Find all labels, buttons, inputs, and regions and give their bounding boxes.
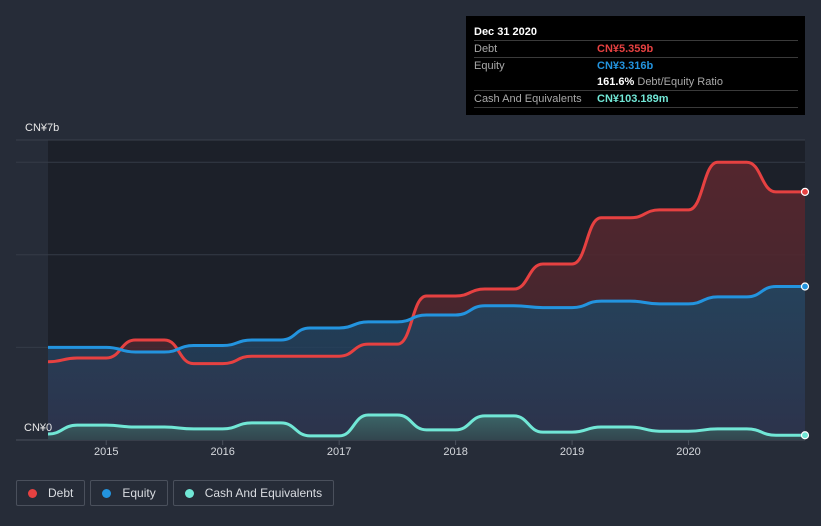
debt-end-marker [800,187,810,196]
tooltip-row-equity: Equity CN¥3.316b [474,58,798,74]
cash-area [48,414,805,440]
legend-label: Equity [122,486,156,500]
tooltip-ratio-label: Debt/Equity Ratio [637,76,723,88]
legend-item-equity[interactable]: Equity [90,480,168,506]
tooltip-value-debt: CN¥5.359b [597,43,654,55]
x-tick-label: 2018 [443,446,468,458]
legend-item-cash[interactable]: Cash And Equivalents [172,480,335,506]
y-axis-top-label: CN¥7b [25,122,60,134]
tooltip: Dec 31 2020 Debt CN¥5.359b Equity CN¥3.3… [466,16,805,115]
tooltip-label: Debt [474,43,498,55]
cash-line [47,413,806,438]
debt-dot-icon [28,488,37,498]
legend-label: Debt [48,486,74,500]
tooltip-label [474,74,597,90]
legend-item-debt[interactable]: Debt [16,480,86,506]
tooltip-label: Equity [474,60,505,72]
legend-label: Cash And Equivalents [204,486,323,500]
debt-line [47,160,805,366]
cash-dot-icon [184,488,194,498]
tooltip-row-debt: Debt CN¥5.359b [474,41,798,58]
x-tick-label: 2017 [326,446,352,458]
x-tick-label: 2020 [676,446,701,458]
equity-area [48,286,805,440]
x-tick-label: 2019 [559,446,585,458]
cash-end-marker [800,431,810,440]
y-axis-bottom-label: CN¥0 [24,422,53,434]
tooltip-value-equity: CN¥3.316b [597,60,654,72]
equity-end-marker [800,282,810,291]
equity-dot-icon [102,488,112,498]
equity-line [48,284,806,354]
tooltip-row-ratio: 161.6% Debt/Equity Ratio [474,74,798,91]
tooltip-value-cash: CN¥103.189m [597,93,669,105]
x-tick-label: 2015 [93,446,119,458]
tooltip-row-cash: Cash And Equivalents CN¥103.189m [474,91,798,108]
legend: Debt Equity Cash And Equivalents [16,480,335,506]
tooltip-label: Cash And Equivalents [474,93,582,105]
x-tick-label: 2016 [210,446,235,458]
tooltip-date: Dec 31 2020 [474,24,798,41]
tooltip-value-ratio: 161.6% [597,76,635,88]
